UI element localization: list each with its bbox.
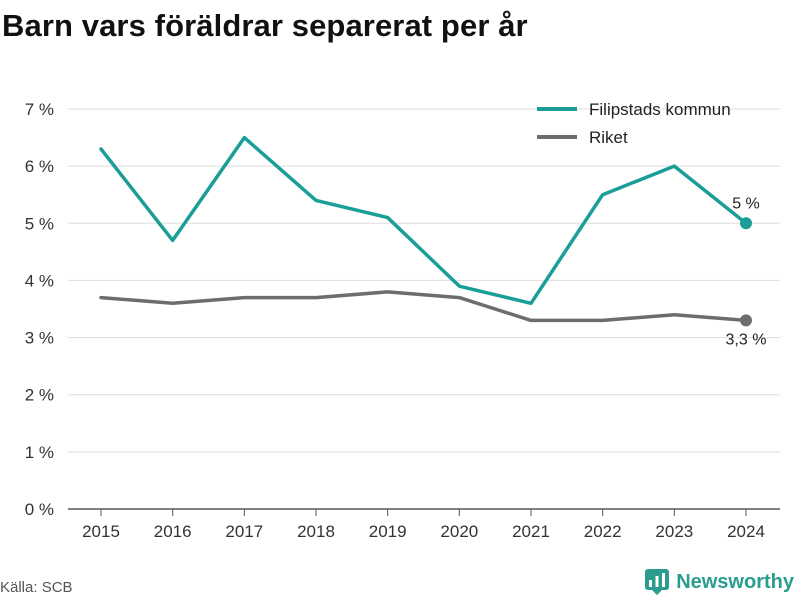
x-tick-label: 2019 bbox=[369, 522, 407, 541]
y-tick-label: 4 % bbox=[25, 271, 54, 290]
legend-label-1: Riket bbox=[589, 128, 628, 147]
y-tick-label: 0 % bbox=[25, 500, 54, 519]
y-tick-label: 2 % bbox=[25, 386, 54, 405]
brand-logo[interactable]: Newsworthy bbox=[644, 568, 794, 596]
brand-name: Newsworthy bbox=[676, 570, 794, 593]
newsworthy-logo-icon bbox=[645, 569, 670, 595]
y-tick-label: 6 % bbox=[25, 157, 54, 176]
x-tick-label: 2021 bbox=[512, 522, 550, 541]
chart-title: Barn vars föräldrar separerat per år bbox=[2, 8, 528, 43]
series-line-1 bbox=[99, 290, 748, 323]
y-tick-label: 3 % bbox=[25, 329, 54, 348]
x-tick-label: 2017 bbox=[225, 522, 263, 541]
y-tick-label: 5 % bbox=[25, 214, 54, 233]
x-tick-label: 2023 bbox=[655, 522, 693, 541]
x-tick-label: 2018 bbox=[297, 522, 335, 541]
series-lines: 5 % 3,3 % bbox=[99, 135, 767, 348]
x-axis: 2015 2016 2017 2018 2019 2020 2021 2022 2023 2024 bbox=[68, 508, 780, 541]
legend: Filipstads kommun Riket bbox=[537, 100, 731, 147]
series-end-point-1 bbox=[740, 314, 752, 327]
series-end-label-1: 3,3 % bbox=[726, 331, 767, 348]
x-tick-label: 2020 bbox=[440, 522, 478, 541]
series-end-label-0: 5 % bbox=[732, 195, 760, 212]
y-tick-label: 7 % bbox=[25, 100, 54, 119]
x-tick-label: 2016 bbox=[154, 522, 192, 541]
y-tick-label: 1 % bbox=[25, 443, 54, 462]
x-tick-label: 2015 bbox=[82, 522, 120, 541]
series-end-point-0 bbox=[740, 217, 752, 230]
series-line-0 bbox=[99, 135, 748, 306]
x-tick-label: 2022 bbox=[584, 522, 622, 541]
grid-lines bbox=[68, 108, 780, 453]
source-note: Källa: SCB bbox=[0, 579, 73, 596]
legend-label-0: Filipstads kommun bbox=[589, 100, 731, 119]
x-tick-label: 2024 bbox=[727, 522, 765, 541]
y-axis-labels: 0 % 1 % 2 % 3 % 4 % 5 % 6 % 7 % bbox=[25, 100, 54, 519]
